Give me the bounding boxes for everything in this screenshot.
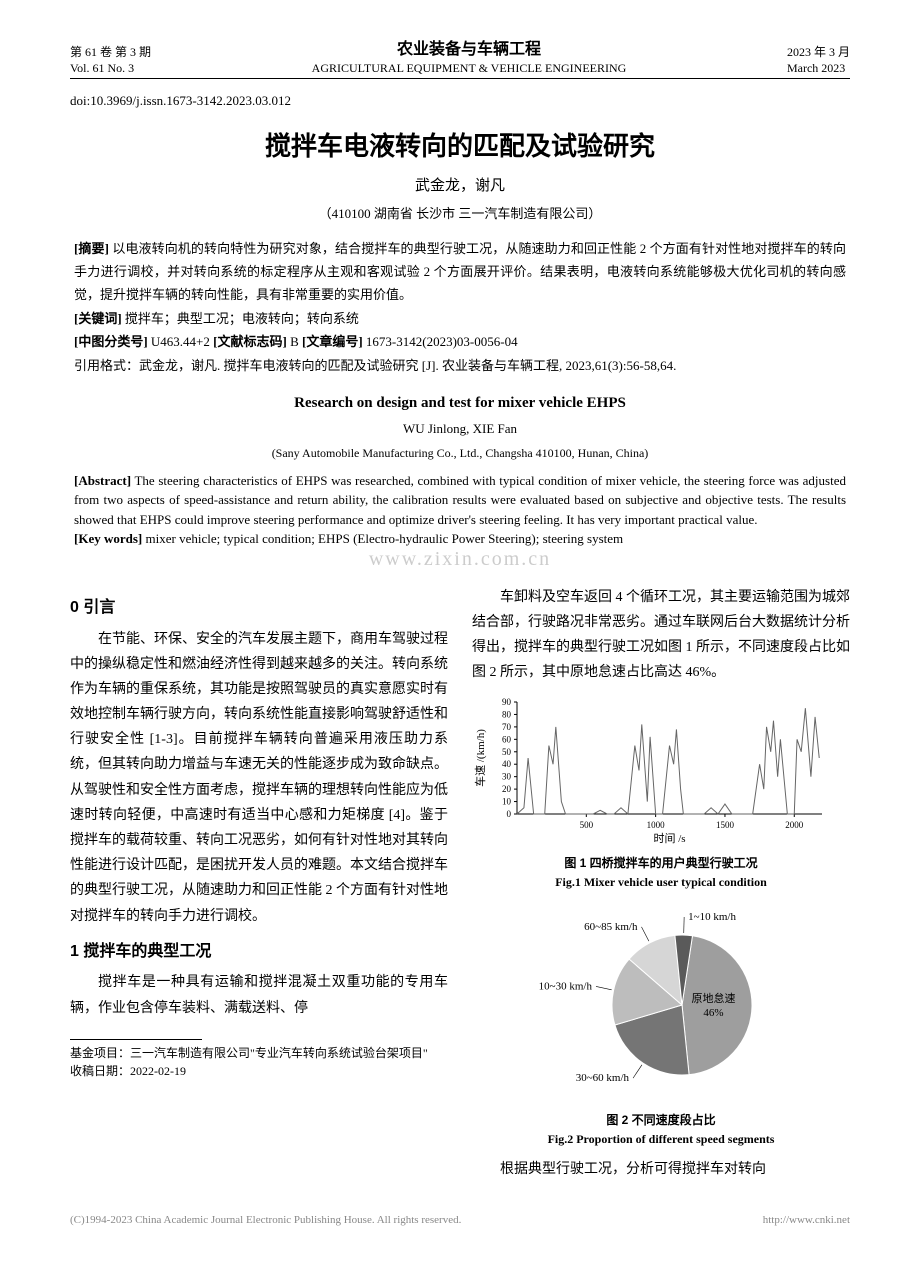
fig1-chart: 0 10 20 30 40 50 60 70 80 90 500 1000 1500 2000 时间 /s 车… (472, 694, 832, 844)
body-columns: 0 引言 在节能、环保、安全的汽车发展主题下，商用车驾驶过程中的操纵稳定性和燃油… (70, 585, 850, 1182)
svg-text:50: 50 (502, 746, 512, 756)
received-date: 收稿日期：2022-02-19 (70, 1062, 448, 1080)
articleid-value: 1673-3142(2023)03-0056-04 (363, 334, 518, 349)
journal-title-en: AGRICULTURAL EQUIPMENT & VEHICLE ENGINEE… (312, 61, 627, 77)
fund-footnote: 基金项目：三一汽车制造有限公司"专业汽车转向系统试验台架项目" (70, 1044, 448, 1062)
fig1-caption-cn: 图 1 四桥搅拌车的用户典型行驶工况 (472, 854, 850, 873)
section-0-heading: 0 引言 (70, 595, 448, 621)
header-center: 农业装备与车辆工程 AGRICULTURAL EQUIPMENT & VEHIC… (312, 40, 627, 76)
abstract-en: [Abstract] The steering characteristics … (74, 471, 846, 530)
clc-value: U463.44+2 (148, 334, 213, 349)
svg-text:0: 0 (507, 809, 512, 819)
svg-text:1000: 1000 (647, 820, 666, 830)
authors-en: WU Jinlong, XIE Fan (70, 419, 850, 440)
authors-cn: 武金龙，谢凡 (70, 174, 850, 198)
header-left: 第 61 卷 第 3 期 Vol. 61 No. 3 (70, 45, 151, 76)
clc-label: [中图分类号] (74, 334, 148, 349)
svg-text:原地怠速: 原地怠速 (691, 991, 735, 1005)
svg-text:10: 10 (502, 796, 512, 806)
volume-issue-en: Vol. 61 No. 3 (70, 61, 151, 77)
doccode-label: [文献标志码] (213, 334, 287, 349)
volume-issue-cn: 第 61 卷 第 3 期 (70, 45, 151, 61)
svg-text:车速 /(km/h): 车速 /(km/h) (473, 728, 487, 786)
left-column: 0 引言 在节能、环保、安全的汽车发展主题下，商用车驾驶过程中的操纵稳定性和燃油… (70, 585, 448, 1182)
right-para-0: 车卸料及空车返回 4 个循环工况，其主要运输范围为城郊结合部，行驶路况非常恶劣。… (472, 585, 850, 686)
svg-text:90: 90 (502, 697, 512, 707)
abstract-cn-text: 以电液转向机的转向特性为研究对象，结合搅拌车的典型行驶工况，从随速助力和回正性能… (74, 241, 846, 303)
right-column: 车卸料及空车返回 4 个循环工况，其主要运输范围为城郊结合部，行驶路况非常恶劣。… (472, 585, 850, 1182)
article-title-cn: 搅拌车电液转向的匹配及试验研究 (70, 126, 850, 168)
svg-text:80: 80 (502, 709, 512, 719)
abstract-cn-label: [摘要] (74, 241, 109, 256)
footnote-separator (70, 1039, 202, 1040)
keywords-en-label: [Key words] (74, 531, 142, 546)
date-cn: 2023 年 3 月 (787, 45, 850, 61)
date-en: March 2023 (787, 61, 850, 77)
classification-row: [中图分类号] U463.44+2 [文献标志码] B [文章编号] 1673-… (74, 330, 846, 353)
section-1-heading: 1 搅拌车的典型工况 (70, 939, 448, 965)
keywords-cn-label: [关键词] (74, 311, 122, 326)
section-1-para: 搅拌车是一种具有运输和搅拌混凝土双重功能的专用车辆，作业包含停车装料、满载送料、… (70, 970, 448, 1020)
svg-text:10~30 km/h: 10~30 km/h (539, 981, 593, 993)
footer-copyright: (C)1994-2023 China Academic Journal Elec… (70, 1212, 461, 1230)
fig2-caption-en: Fig.2 Proportion of different speed segm… (472, 1130, 850, 1149)
svg-text:时间 /s: 时间 /s (653, 832, 685, 844)
doi: doi:10.3969/j.issn.1673-3142.2023.03.012 (70, 91, 850, 112)
abstract-cn: [摘要] 以电液转向机的转向特性为研究对象，结合搅拌车的典型行驶工况，从随速助力… (74, 237, 846, 307)
svg-text:70: 70 (502, 722, 512, 732)
page-footer: (C)1994-2023 China Academic Journal Elec… (70, 1212, 850, 1230)
keywords-cn: [关键词] 搅拌车；典型工况；电液转向；转向系统 (74, 307, 846, 330)
svg-text:30: 30 (502, 771, 512, 781)
svg-text:46%: 46% (703, 1007, 723, 1019)
svg-text:40: 40 (502, 759, 512, 769)
svg-text:1500: 1500 (716, 820, 735, 830)
articleid-label: [文章编号] (302, 334, 363, 349)
affiliation-cn: （410100 湖南省 长沙市 三一汽车制造有限公司） (70, 204, 850, 225)
journal-title-cn: 农业装备与车辆工程 (312, 40, 627, 61)
doccode-value: B (287, 334, 302, 349)
svg-text:60~85 km/h: 60~85 km/h (584, 921, 638, 933)
section-0-para: 在节能、环保、安全的汽车发展主题下，商用车驾驶过程中的操纵稳定性和燃油经济性得到… (70, 627, 448, 929)
abstract-en-label: [Abstract] (74, 473, 131, 488)
svg-text:30~60 km/h: 30~60 km/h (576, 1073, 630, 1085)
svg-text:20: 20 (502, 784, 512, 794)
journal-header: 第 61 卷 第 3 期 Vol. 61 No. 3 农业装备与车辆工程 AGR… (70, 40, 850, 79)
affiliation-en: (Sany Automobile Manufacturing Co., Ltd.… (70, 444, 850, 463)
svg-text:1~10 km/h: 1~10 km/h (688, 911, 736, 923)
article-title-en: Research on design and test for mixer ve… (70, 391, 850, 415)
fig2-caption-cn: 图 2 不同速度段占比 (472, 1111, 850, 1130)
svg-text:60: 60 (502, 734, 512, 744)
footer-url: http://www.cnki.net (763, 1212, 850, 1230)
fig1-caption-en: Fig.1 Mixer vehicle user typical conditi… (472, 873, 850, 892)
figure-2: 原地怠速 46% 30~60 km/h 10~30 km/h 60~85 km/h 1~1… (472, 900, 850, 1149)
fig2-chart: 原地怠速 46% 30~60 km/h 10~30 km/h 60~85 km/h 1~1… (472, 900, 832, 1100)
keywords-cn-text: 搅拌车；典型工况；电液转向；转向系统 (122, 311, 359, 326)
svg-text:500: 500 (580, 820, 594, 830)
figure-1: 0 10 20 30 40 50 60 70 80 90 500 1000 1500 2000 时间 /s 车… (472, 694, 850, 893)
right-para-1: 根据典型行驶工况，分析可得搅拌车对转向 (472, 1157, 850, 1182)
svg-text:2000: 2000 (785, 820, 804, 830)
citation-format: 引用格式：武金龙，谢凡. 搅拌车电液转向的匹配及试验研究 [J]. 农业装备与车… (74, 354, 846, 377)
header-right: 2023 年 3 月 March 2023 (787, 45, 850, 76)
abstract-en-text: The steering characteristics of EHPS was… (74, 473, 846, 527)
